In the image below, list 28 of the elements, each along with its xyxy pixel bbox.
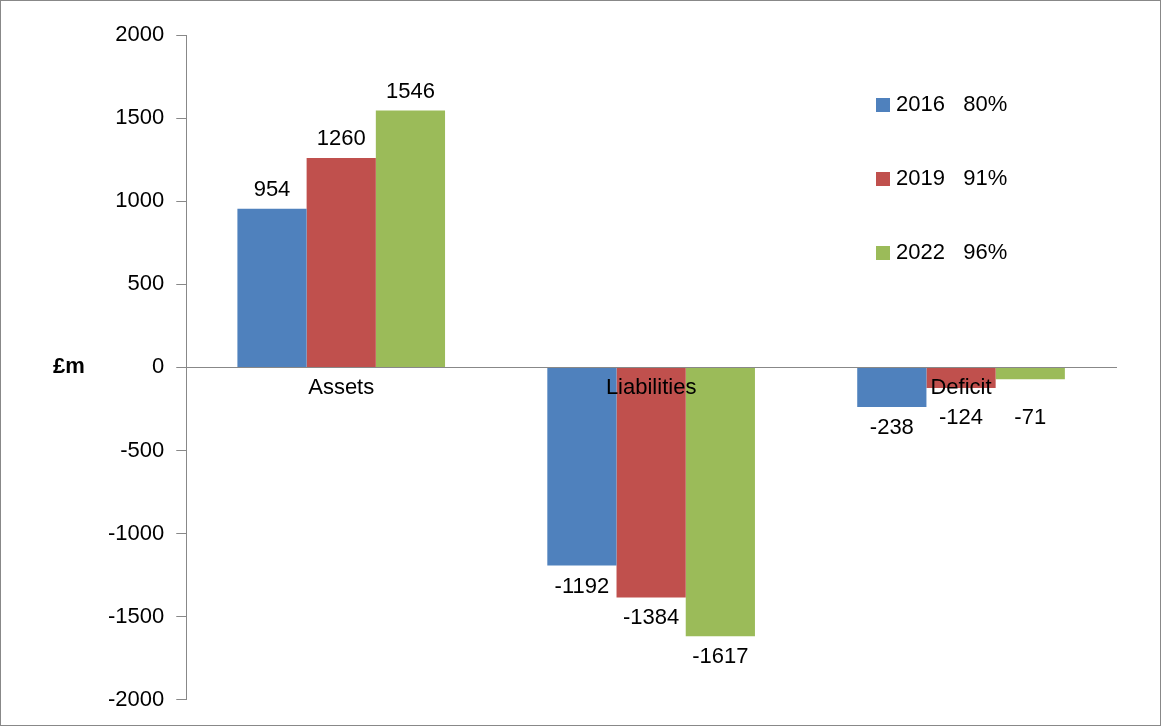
data-label: 1546: [385, 77, 435, 103]
x-tick-label: Assets: [308, 374, 375, 400]
data-label: -238: [869, 414, 914, 440]
bar: [237, 208, 307, 367]
bar: [857, 367, 927, 407]
y-tick-label: 1500: [115, 104, 165, 130]
y-tick-label: 500: [127, 270, 165, 296]
y-tick-label: -1500: [107, 602, 165, 628]
y-axis-title: £m: [53, 353, 85, 379]
legend-label: 2022 96%: [896, 239, 1008, 265]
y-tick-label: -2000: [107, 685, 165, 711]
y-tick-label: 0: [152, 353, 165, 379]
y-tick-label: -500: [120, 436, 165, 462]
data-label: -1192: [554, 572, 610, 598]
data-label: -71: [1014, 404, 1047, 430]
data-label: -1384: [622, 604, 680, 630]
legend-label: 2019 91%: [896, 165, 1008, 191]
data-label: 1260: [316, 125, 366, 151]
bar: [306, 157, 376, 367]
legend-label: 2016 80%: [896, 91, 1008, 117]
y-tick-label: -1000: [107, 519, 165, 545]
y-tick-label: 1000: [115, 187, 165, 213]
bar: [375, 110, 446, 367]
data-label: -124: [939, 404, 984, 430]
y-tick-label: 2000: [115, 21, 165, 47]
data-label: -1617: [692, 643, 749, 669]
bar: [995, 367, 1065, 380]
data-label: 954: [253, 175, 291, 201]
